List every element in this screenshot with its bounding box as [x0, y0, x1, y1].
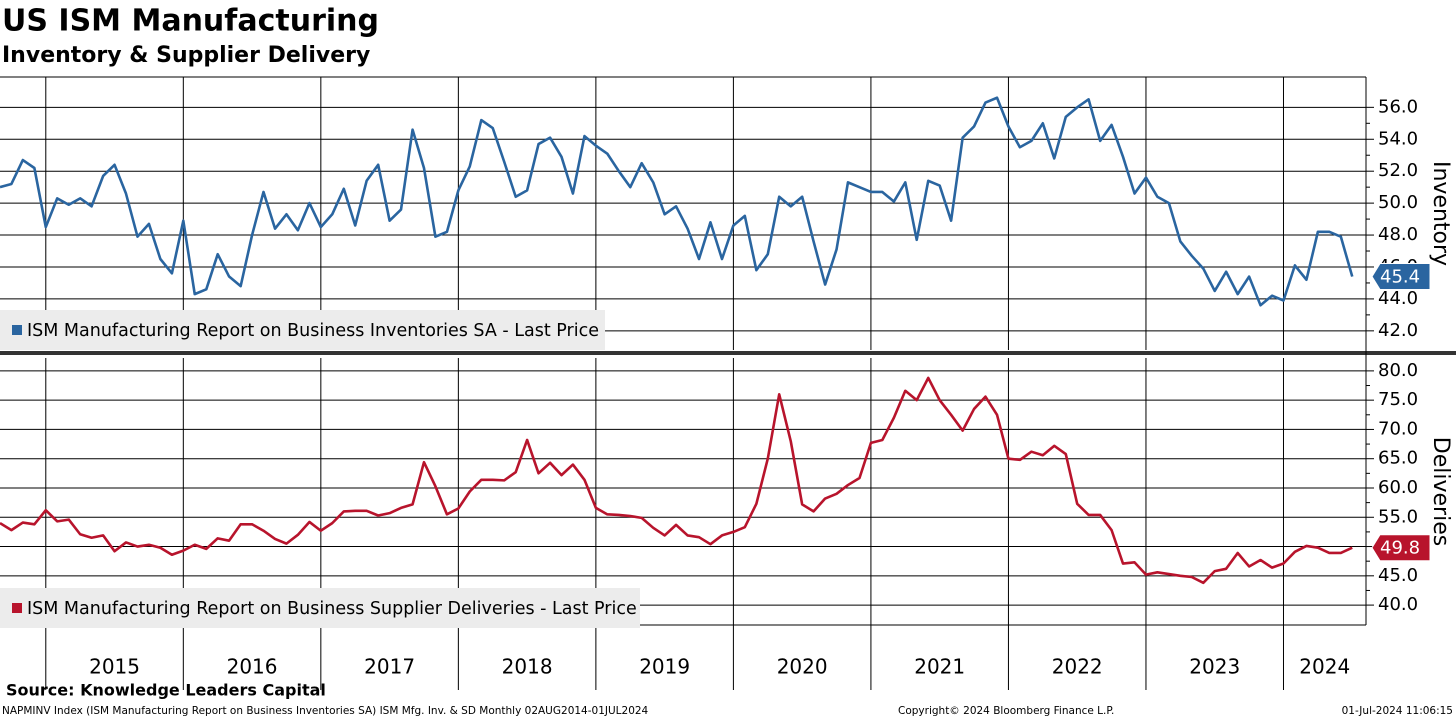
y-axis-title: Inventory — [1428, 161, 1453, 266]
legend-box — [0, 588, 640, 628]
x-tick-label: 2018 — [502, 655, 553, 679]
panel-separator — [0, 351, 1456, 355]
last-value-tag — [1371, 534, 1431, 562]
y-tick-label: 44.0 — [1378, 288, 1418, 309]
legend-swatch — [12, 325, 22, 335]
y-tick-label: 75.0 — [1378, 389, 1418, 410]
source-note: Source: Knowledge Leaders Capital — [6, 681, 326, 700]
y-tick-label: 55.0 — [1378, 506, 1418, 527]
y-tick-label: 54.0 — [1378, 128, 1418, 149]
y-tick-label: 60.0 — [1378, 477, 1418, 498]
legend-box — [0, 310, 605, 350]
last-value-label: 49.8 — [1380, 538, 1420, 559]
y-tick-label: 45.0 — [1378, 565, 1418, 586]
x-tick-label: 2023 — [1189, 655, 1240, 679]
legend-label: ISM Manufacturing Report on Business Inv… — [27, 321, 599, 341]
data-line — [0, 376, 1353, 585]
x-tick-label: 2015 — [89, 655, 140, 679]
last-value-label: 45.4 — [1380, 267, 1420, 288]
y-tick-label: 65.0 — [1378, 448, 1418, 469]
y-tick-label: 70.0 — [1378, 418, 1418, 439]
legend-swatch — [12, 603, 22, 613]
last-value-tag — [1371, 263, 1431, 291]
chart-title: US ISM Manufacturing — [2, 4, 379, 39]
y-tick-label: 48.0 — [1378, 224, 1418, 245]
legend-label: ISM Manufacturing Report on Business Sup… — [27, 599, 637, 619]
chart-subtitle: Inventory & Supplier Delivery — [2, 43, 370, 68]
y-tick-label: 40.0 — [1378, 594, 1418, 615]
x-tick-label: 2019 — [639, 655, 690, 679]
y-tick-label: 56.0 — [1378, 96, 1418, 117]
data-line — [0, 96, 1354, 307]
y-tick-label: 50.0 — [1378, 192, 1418, 213]
footer-info: NAPMINV Index (ISM Manufacturing Report … — [2, 705, 649, 717]
x-tick-label: 2021 — [914, 655, 965, 679]
x-tick-label: 2020 — [777, 655, 828, 679]
x-tick-label: 2017 — [364, 655, 415, 679]
y-tick-label: 52.0 — [1378, 160, 1418, 181]
x-tick-label: 2024 — [1299, 655, 1350, 679]
y-tick-label: 80.0 — [1378, 360, 1418, 381]
footer-copyright: Copyright© 2024 Bloomberg Finance L.P. — [898, 705, 1114, 717]
y-tick-label: 42.0 — [1378, 320, 1418, 341]
footer-date: 01-Jul-2024 11:06:15 — [1342, 705, 1453, 717]
x-tick-label: 2022 — [1052, 655, 1103, 679]
x-tick-label: 2016 — [227, 655, 278, 679]
y-axis-title: Deliveries — [1428, 437, 1453, 546]
